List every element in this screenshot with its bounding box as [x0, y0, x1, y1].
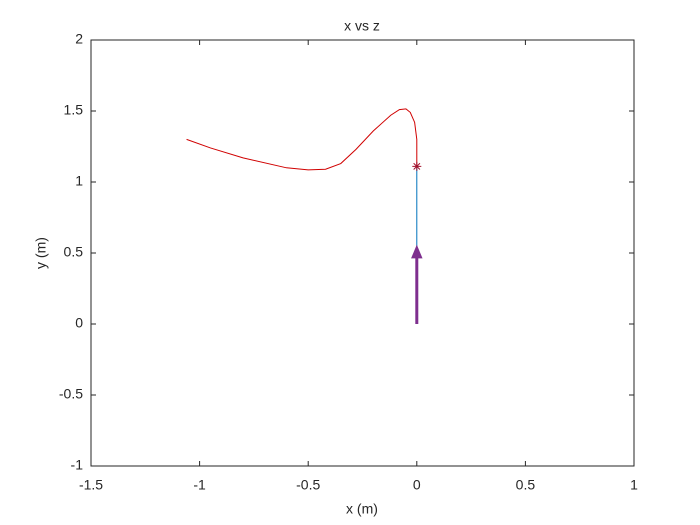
y-tick-label: 1.5 [64, 102, 84, 118]
y-tick-label: 0.5 [64, 244, 84, 260]
x-tick-label: 0.5 [516, 477, 536, 493]
arrow-head [411, 244, 423, 259]
x-tick-label: 0 [413, 477, 421, 493]
y-axis-label: y (m) [33, 237, 49, 269]
x-tick-label: -1 [193, 477, 206, 493]
x-tick-label: 1 [630, 477, 638, 493]
x-tick-label: -0.5 [296, 477, 320, 493]
data-line [186, 108, 418, 171]
y-tick-label: -1 [71, 457, 84, 473]
y-tick-label: 1 [75, 173, 83, 189]
x-axis-label: x (m) [346, 501, 378, 517]
x-tick-label: -1.5 [79, 477, 103, 493]
star-marker [412, 161, 422, 171]
y-tick-label: 0 [75, 315, 83, 331]
chart-title: x vs z [344, 18, 380, 34]
y-tick-label: -0.5 [59, 386, 83, 402]
axes-box [90, 39, 635, 467]
y-tick-label: 2 [75, 31, 83, 47]
